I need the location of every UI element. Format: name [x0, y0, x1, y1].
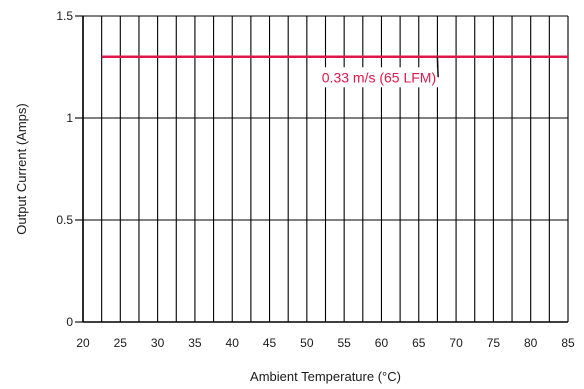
x-tick-label-4: 40 [226, 336, 240, 350]
x-tick-label-13: 85 [561, 336, 575, 350]
x-axis-title: Ambient Temperature (°C) [250, 369, 401, 384]
y-tick-label-2: 1 [66, 111, 73, 125]
x-tick-label-5: 45 [263, 336, 277, 350]
y-tick-label-3: 1.5 [56, 9, 73, 23]
x-tick-label-2: 30 [151, 336, 165, 350]
x-tick-label-3: 35 [188, 336, 202, 350]
annotation-label: 0.33 m/s (65 LFM) [322, 69, 436, 85]
y-tick-labels: 0 0.5 1 1.5 [56, 9, 73, 329]
annotation-box [317, 67, 441, 88]
x-tick-label-9: 65 [412, 336, 426, 350]
x-tick-label-1: 25 [114, 336, 128, 350]
y-tick-label-0: 0 [66, 315, 73, 329]
y-tick-label-1: 0.5 [56, 213, 73, 227]
x-tick-label-6: 50 [300, 336, 314, 350]
x-tick-label-10: 70 [449, 336, 463, 350]
x-tick-label-12: 80 [524, 336, 538, 350]
x-tick-label-11: 75 [487, 336, 501, 350]
axes [75, 15, 568, 323]
x-tick-labels: 20 25 30 35 40 45 50 55 60 65 70 75 80 85 [76, 336, 575, 350]
annotation: 0.33 m/s (65 LFM) [317, 56, 441, 88]
y-axis-title: Output Current (Amps) [14, 103, 29, 235]
annotation-leader-line [436, 56, 439, 78]
grid-lines [82, 15, 569, 323]
x-tick-label-7: 55 [337, 336, 351, 350]
x-tick-label-8: 60 [375, 336, 389, 350]
x-tick-label-0: 20 [76, 336, 90, 350]
